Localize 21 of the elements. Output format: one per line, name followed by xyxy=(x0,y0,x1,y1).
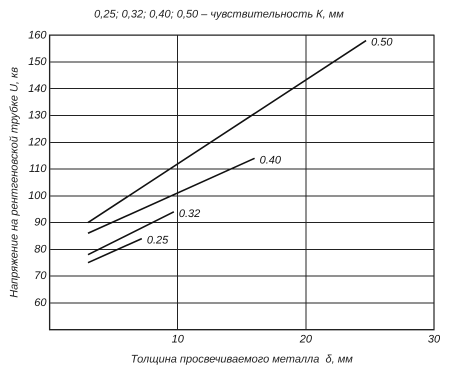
y-tick-label: 110 xyxy=(29,163,48,176)
y-tick-label: 80 xyxy=(34,243,48,256)
series-label: 0.50 xyxy=(371,36,394,49)
y-axis-title: Напряжение на рентгеновской трубке U, кв xyxy=(8,66,21,298)
y-tick-label: 160 xyxy=(28,29,48,42)
y-tick-label: 130 xyxy=(28,110,48,122)
y-tick-label: 150 xyxy=(28,56,48,68)
y-tick-label: 120 xyxy=(28,136,48,148)
x-tick-label: 10 xyxy=(172,333,185,346)
y-tick-label: 100 xyxy=(28,190,48,202)
x-axis-title: Толщина просвечиваемого металла δ, мм xyxy=(130,353,354,366)
series-label: 0.25 xyxy=(146,234,170,247)
x-tick-label: 20 xyxy=(298,333,313,346)
y-tick-label: 140 xyxy=(28,82,48,95)
y-tick-label: 90 xyxy=(34,216,48,229)
series-label: 0.40 xyxy=(260,154,282,166)
y-tick-label: 60 xyxy=(34,296,48,309)
y-tick-label: 70 xyxy=(34,270,48,282)
series-label: 0.32 xyxy=(178,208,200,220)
x-tick-label: 30 xyxy=(428,333,441,346)
chart-title: 0,25; 0,32; 0,40; 0,50 – чувствительность К, мм xyxy=(94,8,344,21)
